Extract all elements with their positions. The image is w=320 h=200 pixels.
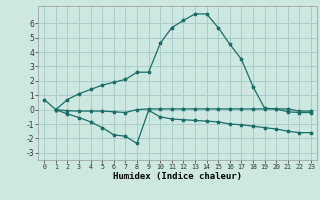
X-axis label: Humidex (Indice chaleur): Humidex (Indice chaleur) <box>113 172 242 181</box>
